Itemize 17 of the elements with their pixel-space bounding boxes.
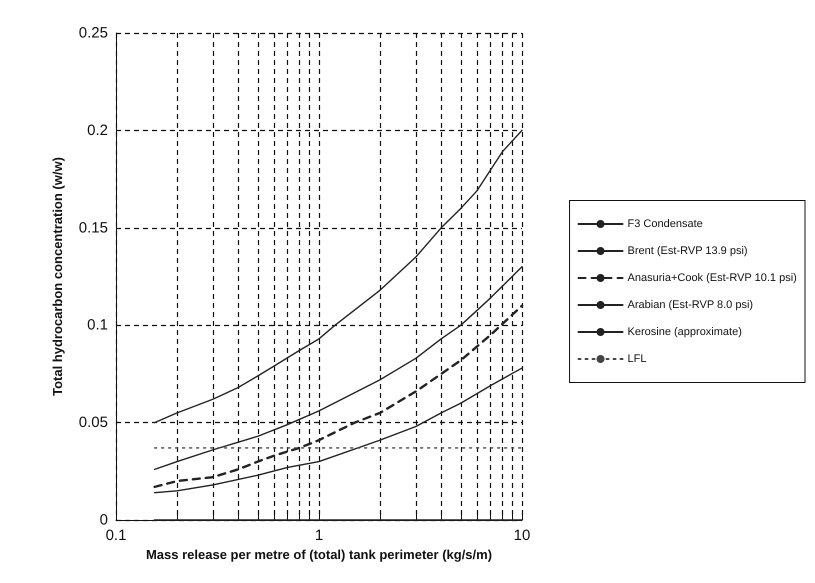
legend-label: Anasuria+Cook (Est-RVP 10.1 psi): [628, 272, 797, 284]
y-tick-label: 0.25: [78, 24, 108, 42]
y-tick-label: 0.15: [78, 219, 108, 236]
y-axis-title: Total hydrocarbon concentration (w/w): [50, 157, 65, 396]
legend-label: LFL: [628, 353, 647, 365]
x-axis-title: Mass release per metre of (total) tank perimeter (kg/s/m): [146, 546, 492, 562]
legend-label: Kerosine (approximate): [628, 326, 742, 338]
x-tick-label: 0.1: [106, 527, 126, 544]
legend-label: Arabian (Est-RVP 8.0 psi): [628, 299, 754, 311]
x-tick-label: 10: [514, 527, 530, 544]
legend-label: F3 Condensate: [628, 218, 703, 230]
y-tick-label: 0.2: [87, 122, 108, 139]
legend-label: Brent (Est-RVP 13.9 psi): [628, 245, 748, 257]
y-tick-label: 0: [100, 512, 108, 528]
y-tick-label: 0.1: [87, 316, 108, 334]
x-tick-label: 1: [314, 527, 324, 544]
y-tick-label: 0.05: [78, 414, 108, 432]
